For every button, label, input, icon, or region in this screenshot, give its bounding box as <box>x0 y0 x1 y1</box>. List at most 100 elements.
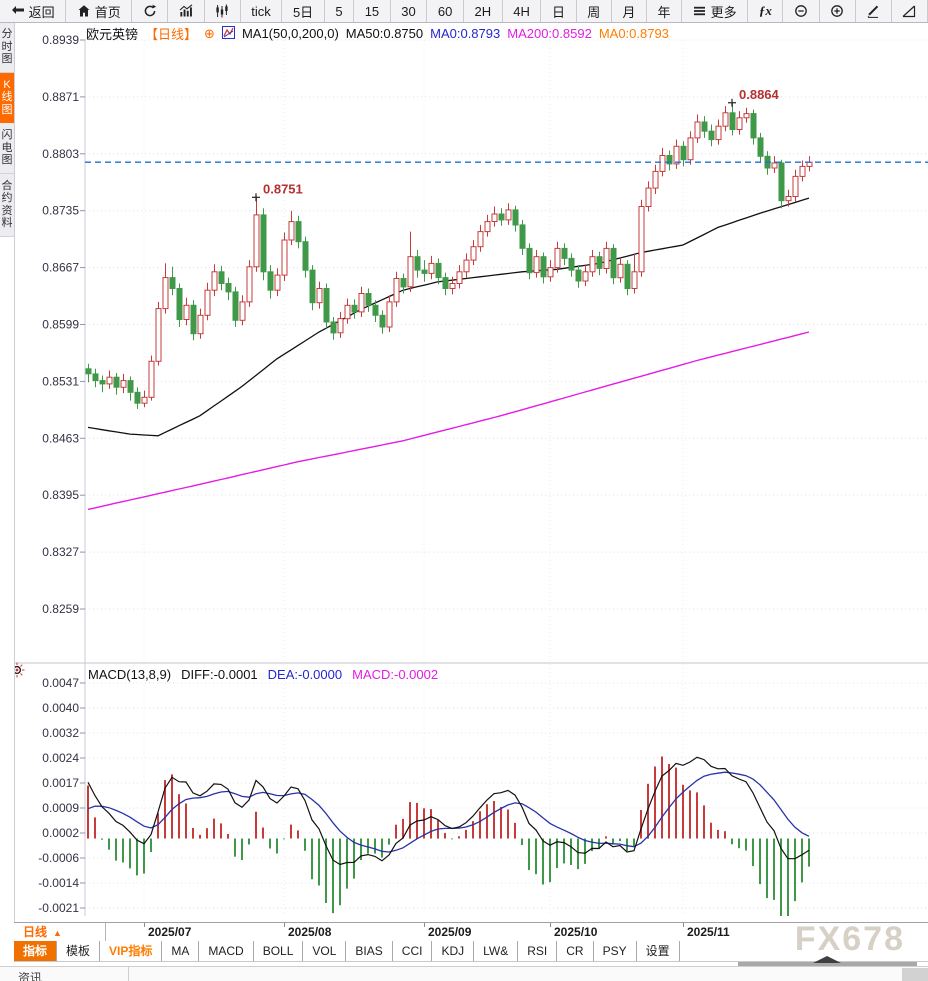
indicator-tab-CR[interactable]: CR <box>557 941 594 961</box>
ma-settings-readout: MA1(50,0,200,0) <box>241 26 339 41</box>
period-selector[interactable]: 日线 ▲ <box>14 923 106 942</box>
interval-5m-button[interactable]: 5 <box>325 0 355 22</box>
y-axis-labels: 0.8939 0.8871 0.8803 0.8735 0.8667 0.8599 0.85… <box>38 33 85 915</box>
zoom-out-button[interactable] <box>783 0 820 22</box>
svg-text:-0.0006: -0.0006 <box>38 851 79 865</box>
ma200-readout: MA200:0.8592 <box>507 26 592 41</box>
trendline-icon <box>902 4 916 18</box>
refresh-icon <box>143 4 157 18</box>
svg-text:0.8531: 0.8531 <box>42 374 79 388</box>
period-selector-arrow-icon: ▲ <box>53 928 62 938</box>
macd-histogram <box>87 756 810 916</box>
svg-text:0.8395: 0.8395 <box>42 488 79 502</box>
interval-year-button-label: 年 <box>657 4 671 20</box>
x-axis-month-label: 2025/07 <box>148 925 192 939</box>
toolbar: 返回 首页 tick 5日 5 15 30 60 2H 4H 日 周 月 年 更多 ƒx <box>0 0 928 23</box>
candles-layer[interactable] <box>85 102 813 409</box>
add-compare-icon[interactable]: ⊕ <box>204 25 215 41</box>
x-axis-month-tick <box>550 923 551 927</box>
indicator-tab-MA[interactable]: MA <box>162 941 200 961</box>
svg-text:0.8864: 0.8864 <box>739 87 780 102</box>
interval-2h-button[interactable]: 2H <box>464 0 503 22</box>
candle-style-icon <box>215 4 229 18</box>
fx-indicator-button[interactable]: ƒx <box>748 0 784 22</box>
svg-text:0.8599: 0.8599 <box>42 318 79 332</box>
interval-year-button[interactable]: 年 <box>647 0 683 22</box>
interval-2h-button-label: 2H <box>474 3 492 19</box>
macd-diff-readout: DIFF:-0.0001 <box>181 667 258 682</box>
back-button[interactable]: 返回 <box>0 0 67 22</box>
x-axis-month-tick <box>424 923 425 927</box>
sidebar-tab-3[interactable]: 闪电图 <box>0 123 14 174</box>
macd-lines <box>87 756 810 866</box>
indicator-tab-指标[interactable]: 指标 <box>14 941 58 961</box>
indicator-tab-MACD[interactable]: MACD <box>199 941 254 961</box>
macd-diff-line <box>87 756 810 866</box>
gridlines <box>14 39 928 916</box>
svg-text:0.0032: 0.0032 <box>42 726 79 740</box>
indicator-tab-PSY[interactable]: PSY <box>594 941 637 961</box>
status-divider <box>128 967 129 981</box>
bottom-scrollbar[interactable] <box>738 962 917 967</box>
indicator-tab-RSI[interactable]: RSI <box>518 941 558 961</box>
svg-text:-0.0021: -0.0021 <box>38 901 79 915</box>
indicator-tab-BOLL[interactable]: BOLL <box>254 941 304 961</box>
indicator-tab-CCI[interactable]: CCI <box>393 941 433 961</box>
status-bar: 资讯 <box>0 966 928 981</box>
draw-pencil-button[interactable] <box>856 0 892 22</box>
interval-5m-button-label: 5 <box>335 3 343 19</box>
indicator-tab-LW&[interactable]: LW& <box>474 941 519 961</box>
more-icon <box>693 4 707 18</box>
interval-week-button[interactable]: 周 <box>577 0 612 22</box>
volume-chart-button[interactable] <box>168 0 205 22</box>
svg-text:0.0024: 0.0024 <box>42 751 79 765</box>
svg-text:0.0009: 0.0009 <box>42 801 79 815</box>
home-icon <box>77 4 91 18</box>
interval-60m-button[interactable]: 60 <box>427 0 464 22</box>
interval-day-button[interactable]: 日 <box>541 0 577 22</box>
interval-30m-button[interactable]: 30 <box>391 0 428 22</box>
back-button-label: 返回 <box>28 4 55 20</box>
back-icon <box>11 4 25 18</box>
news-tab[interactable]: 资讯 <box>18 971 43 981</box>
svg-text:0.8803: 0.8803 <box>42 147 79 161</box>
sidebar-tab-1[interactable]: 分时图 <box>0 22 14 73</box>
price-annotations: 0.8751 0.8864 <box>252 87 780 202</box>
svg-text:0.0002: 0.0002 <box>42 826 79 840</box>
trendline-button[interactable] <box>892 0 928 22</box>
indicator-tab-VOL[interactable]: VOL <box>303 941 347 961</box>
sidebar-tab-4[interactable]: 合约资料 <box>0 173 14 237</box>
macd-bar-readout: MACD:-0.0002 <box>352 667 439 682</box>
indicator-tab-KDJ[interactable]: KDJ <box>432 941 475 961</box>
interval-5d-button[interactable]: 5日 <box>282 0 325 22</box>
ma-lines <box>87 197 810 511</box>
interval-tick-button[interactable]: tick <box>241 0 283 22</box>
indicator-tab-VIP指标[interactable]: VIP指标 <box>100 941 163 961</box>
sidebar-tab-2[interactable]: K线图 <box>0 72 14 123</box>
interval-tick-button-label: tick <box>251 3 271 19</box>
ma0-orange-readout: MA0:0.8793 <box>598 26 669 41</box>
interval-60m-button-label: 60 <box>437 3 453 19</box>
indicator-tab-模板[interactable]: 模板 <box>57 941 101 961</box>
zoom-out-icon <box>794 4 808 18</box>
zoom-in-button[interactable] <box>820 0 856 22</box>
svg-text:0.8463: 0.8463 <box>42 431 79 445</box>
more-button[interactable]: 更多 <box>682 0 749 22</box>
refresh-button[interactable] <box>132 0 169 22</box>
zoom-in-icon <box>830 4 844 18</box>
ma50-readout: MA50:0.8750 <box>345 26 424 41</box>
indicator-tab-设置[interactable]: 设置 <box>637 941 680 961</box>
more-button-label: 更多 <box>710 4 737 20</box>
indicator-tab-BIAS[interactable]: BIAS <box>346 941 393 961</box>
interval-day-button-label: 日 <box>552 4 566 20</box>
panel-expand-handle-icon[interactable] <box>813 956 841 963</box>
interval-week-button-label: 周 <box>587 4 601 20</box>
x-axis-month-tick <box>144 923 145 927</box>
interval-15m-button[interactable]: 15 <box>354 0 391 22</box>
interval-4h-button[interactable]: 4H <box>503 0 542 22</box>
interval-month-button[interactable]: 月 <box>612 0 647 22</box>
candle-style-button[interactable] <box>205 0 241 22</box>
home-button[interactable]: 首页 <box>66 0 133 22</box>
